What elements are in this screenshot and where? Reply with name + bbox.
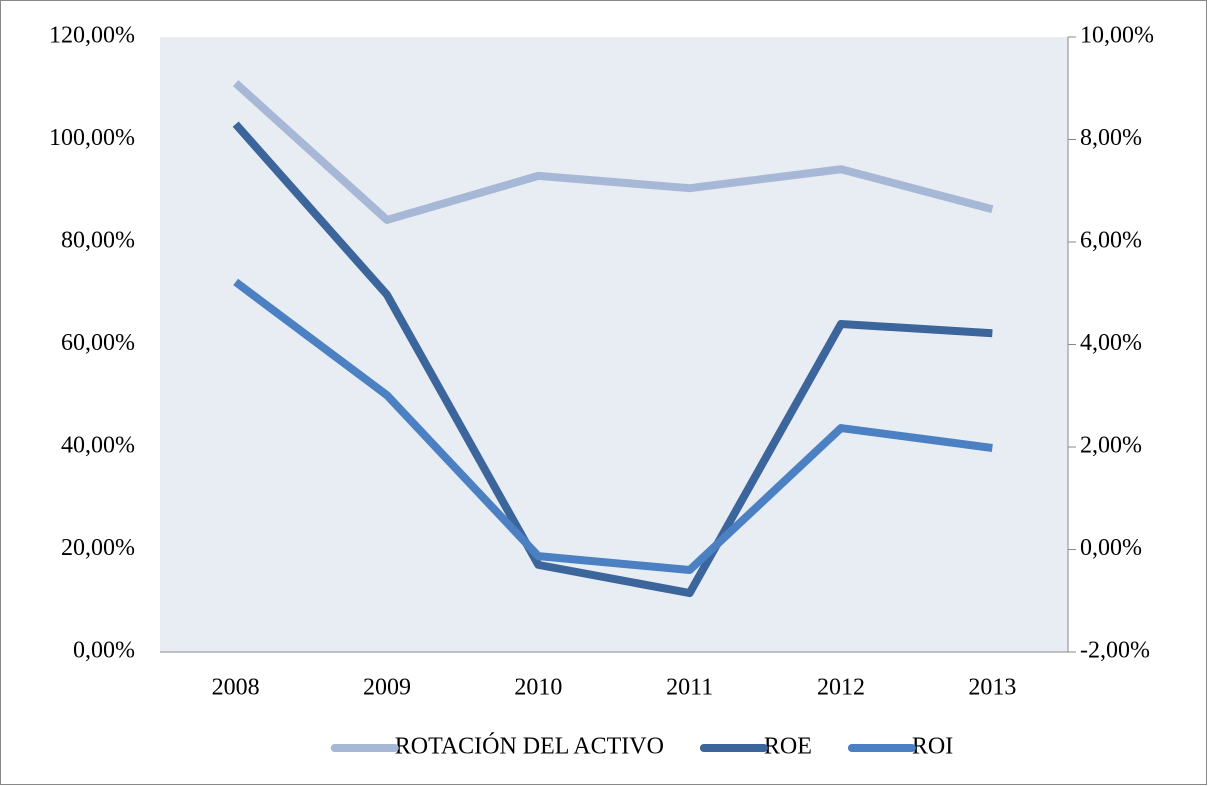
y-tick-label: 120,00% [49, 23, 135, 49]
y2-tick-label: 2,00% [1080, 433, 1142, 459]
y2-tick-label: 10,00% [1080, 23, 1154, 49]
y2-tick-label: 0,00% [1080, 535, 1142, 561]
series-line [232, 121, 993, 598]
x-tick-label: 2011 [666, 675, 713, 701]
x-tick-label: 2012 [817, 675, 865, 701]
x-tick-label: 2008 [212, 675, 260, 701]
y-tick-label: 100,00% [49, 125, 135, 151]
legend-label: ROTACIÓN DEL ACTIVO [395, 733, 664, 760]
legend-label: ROE [764, 734, 812, 760]
y2-tick-label: -2,00% [1080, 638, 1150, 664]
y-tick-label: 0,00% [73, 638, 135, 664]
y-tick-label: 60,00% [61, 330, 135, 356]
series-line [232, 80, 994, 224]
y2-tick-label: 8,00% [1080, 125, 1142, 151]
y-tick-label: 80,00% [61, 228, 135, 254]
x-tick-label: 2009 [363, 675, 411, 701]
legend-label: ROI [912, 734, 953, 760]
y-tick-label: 20,00% [61, 535, 135, 561]
y2-tick-label: 4,00% [1080, 330, 1142, 356]
y-tick-label: 40,00% [61, 433, 135, 459]
plot-area [160, 37, 1068, 652]
series-line [233, 278, 993, 574]
x-tick-label: 2010 [514, 675, 562, 701]
x-tick-label: 2013 [968, 675, 1016, 701]
y2-tick-label: 6,00% [1080, 228, 1142, 254]
